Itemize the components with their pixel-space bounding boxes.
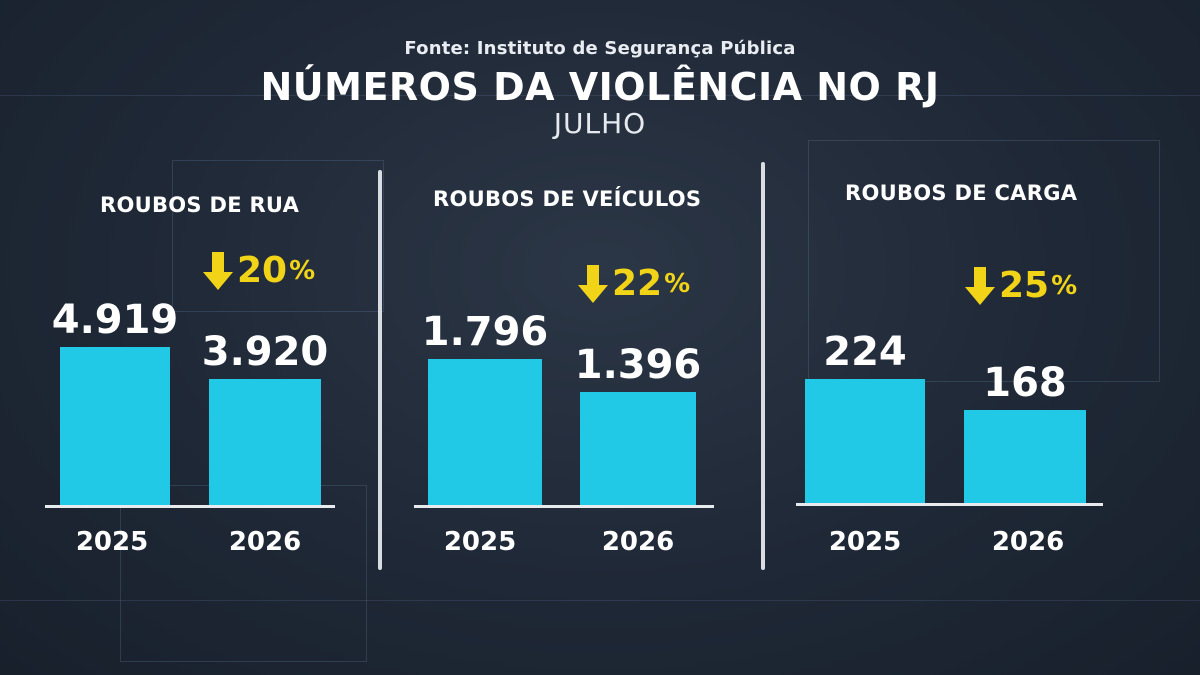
source-text: Fonte: Instituto de Segurança Pública: [404, 38, 796, 59]
chart-title: ROUBOS DE VEÍCULOS: [433, 187, 702, 211]
change-indicator: 25%: [965, 265, 1077, 306]
chart-title: ROUBOS DE CARGA: [845, 181, 1078, 205]
chart-title: ROUBOS DE RUA: [100, 193, 300, 217]
background-frame: [808, 140, 1160, 382]
change-value: 25: [999, 265, 1050, 306]
change-indicator: 20%: [203, 250, 315, 291]
data-label-2026: 168: [983, 360, 1067, 406]
change-value: 20: [237, 250, 288, 291]
arrow-down-icon: [578, 264, 608, 303]
bar-2026: [209, 379, 321, 505]
bar-2026: [580, 391, 696, 505]
panel-divider: [378, 170, 382, 570]
x-tick-label: 2025: [443, 527, 517, 557]
x-tick-label: 2025: [75, 527, 149, 557]
background-line: [0, 600, 1200, 601]
change-unit: %: [1051, 270, 1078, 301]
change-unit: %: [289, 255, 316, 286]
arrow-down-icon: [203, 251, 233, 290]
change-value: 22: [612, 263, 663, 304]
bar-2025: [60, 347, 170, 505]
x-tick-label: 2026: [991, 527, 1065, 557]
chart-baseline: [45, 505, 335, 508]
data-label-2025: 224: [823, 329, 907, 375]
x-tick-label: 2026: [601, 527, 675, 557]
arrow-down-icon: [965, 266, 995, 305]
data-label-2026: 3.920: [201, 329, 329, 376]
page-subtitle: JULHO: [553, 107, 647, 140]
background-frame: [120, 485, 367, 662]
chart-baseline: [796, 503, 1103, 506]
change-unit: %: [664, 268, 691, 299]
x-tick-label: 2025: [828, 527, 902, 557]
page-title: NÚMEROS DA VIOLÊNCIA NO RJ: [260, 65, 940, 109]
bar-2025: [428, 359, 542, 505]
data-label-2025: 1.796: [421, 309, 549, 355]
change-indicator: 22%: [578, 263, 690, 304]
bar-2026: [964, 410, 1086, 503]
data-label-2025: 4.919: [51, 297, 179, 343]
bar-2025: [805, 379, 925, 503]
x-tick-label: 2026: [228, 527, 302, 557]
background-frame: [172, 160, 384, 312]
panel-divider: [761, 162, 765, 570]
header: Fonte: Instituto de Segurança Pública NÚ…: [0, 38, 1200, 140]
chart-baseline: [414, 505, 714, 508]
data-label-2026: 1.396: [574, 341, 702, 388]
